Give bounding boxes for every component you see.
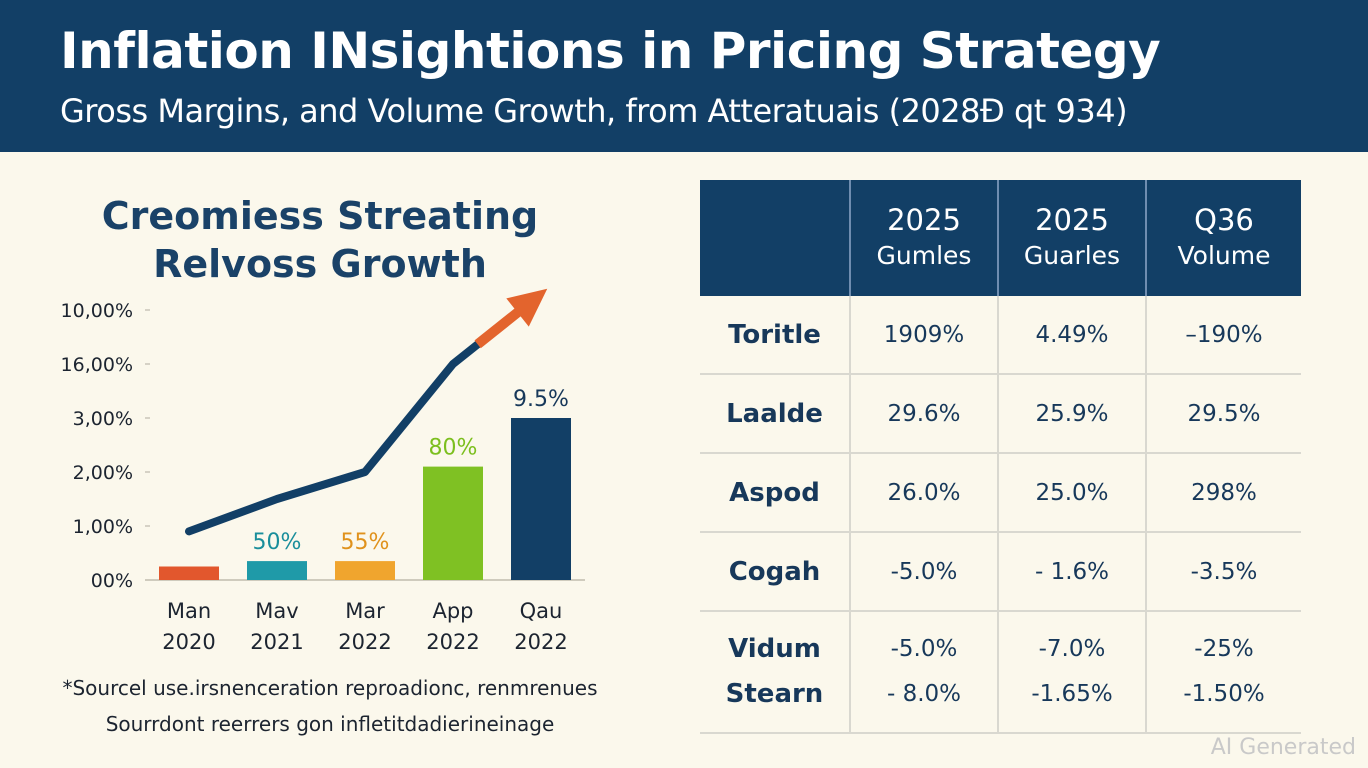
y-tick-label: 10,00% bbox=[61, 300, 133, 322]
footnote-1: *Sourcel use.irsnenceration reproadionc,… bbox=[62, 676, 598, 700]
table-cell: -3.5% bbox=[1145, 531, 1301, 611]
table-cell: -25% -1.50% bbox=[1145, 610, 1301, 734]
table-cell: –190% bbox=[1145, 296, 1301, 374]
x-tick-label: Qau bbox=[520, 599, 563, 623]
y-tick-label: 16,00% bbox=[61, 354, 133, 376]
x-tick-label: Mar bbox=[345, 599, 385, 623]
row-label: Aspod bbox=[700, 452, 850, 532]
y-tick-label: 2,00% bbox=[73, 462, 133, 484]
data-label: 50% bbox=[253, 530, 302, 555]
footnote-2: Sourrdont reerrers gon infletitdadierine… bbox=[105, 712, 555, 736]
table-cell: 4.49% bbox=[997, 296, 1146, 374]
table-header-cell: 2025 Gumles bbox=[849, 180, 998, 296]
bar-chart: 10,00% 16,00% 3,00% 2,00% 1,00% 00% Man 2020 50%… bbox=[61, 288, 585, 654]
x-tick-label: 2022 bbox=[514, 630, 567, 654]
bar bbox=[511, 418, 571, 580]
chart-title: Creomiess Streating Relvoss Growth bbox=[101, 194, 539, 286]
x-tick-label: Mav bbox=[255, 599, 298, 623]
table-cell: 29.5% bbox=[1145, 373, 1301, 453]
row-label: Toritle bbox=[728, 319, 821, 350]
bar bbox=[335, 561, 395, 580]
x-tick-label: 2022 bbox=[338, 630, 391, 654]
table-header-corner bbox=[700, 180, 850, 296]
table-row: Cogah -5.0% - 1.6% -3.5% bbox=[700, 531, 1301, 611]
bar bbox=[159, 566, 219, 580]
header-banner: Inflation INsightions in Pricing Strateg… bbox=[0, 0, 1368, 152]
table-cell: 25.0% bbox=[997, 452, 1146, 532]
page-title: Inflation INsightions in Pricing Strateg… bbox=[60, 22, 1161, 80]
x-tick-label: Man bbox=[167, 599, 211, 623]
x-tick-label: App bbox=[432, 599, 473, 623]
table-row: Aspod 26.0% 25.0% 298% bbox=[700, 452, 1301, 532]
table-header-cell: Q36 Volume bbox=[1145, 180, 1301, 296]
table-header-row: 2025 Gumles 2025 Guarles Q36 Volume bbox=[700, 180, 1301, 296]
table-cell: 1909% bbox=[849, 296, 998, 374]
table-cell: -5.0% bbox=[849, 531, 998, 611]
table-cell: 25.9% bbox=[997, 373, 1146, 453]
x-tick-label: 2022 bbox=[426, 630, 479, 654]
table-cell: 26.0% bbox=[849, 452, 998, 532]
table-cell: - 1.6% bbox=[997, 531, 1146, 611]
table-row: Laalde 29.6% 25.9% 29.5% bbox=[700, 373, 1301, 453]
watermark: AI Generated bbox=[1210, 735, 1356, 760]
table-row: Vidum Stearn -5.0% - 8.0% -7.0% -1.65% -25%… bbox=[700, 610, 1301, 734]
y-tick-label: 1,00% bbox=[73, 516, 133, 538]
y-tick-label: 00% bbox=[91, 570, 133, 592]
x-tick-label: 2020 bbox=[162, 630, 215, 654]
data-label: 9.5% bbox=[513, 387, 569, 412]
data-label: 80% bbox=[429, 436, 478, 461]
row-label: Laalde bbox=[700, 373, 850, 453]
y-tick-label: 3,00% bbox=[73, 408, 133, 430]
table-header-cell: 2025 Guarles bbox=[997, 180, 1146, 296]
table-row: Toritle 1909% 4.49% –190% bbox=[700, 296, 1301, 374]
row-label: Cogah bbox=[700, 531, 850, 611]
table-cell: -5.0% - 8.0% bbox=[849, 610, 998, 734]
trend-arrow-head bbox=[506, 288, 548, 327]
table-cell: -7.0% -1.65% bbox=[997, 610, 1146, 734]
data-table: 2025 Gumles 2025 Guarles Q36 Volume Toritle… bbox=[700, 180, 1301, 734]
bar bbox=[247, 561, 307, 580]
x-tick-label: 2021 bbox=[250, 630, 303, 654]
page-subtitle: Gross Margins, and Volume Growth, from A… bbox=[60, 92, 1128, 130]
trend-line bbox=[185, 340, 482, 536]
data-label: 55% bbox=[341, 530, 390, 555]
trend-arrow-shaft bbox=[474, 304, 526, 349]
table-cell: 298% bbox=[1145, 452, 1301, 532]
bar bbox=[423, 466, 483, 580]
row-label: Vidum Stearn bbox=[700, 610, 850, 734]
table-cell: 29.6% bbox=[849, 373, 998, 453]
